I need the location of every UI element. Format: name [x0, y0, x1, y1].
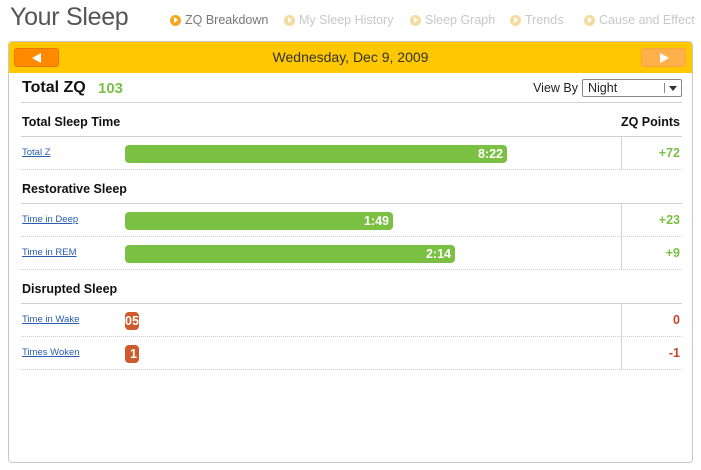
play-bullet-icon [284, 14, 295, 26]
total-z-points: +72 [658, 146, 680, 160]
metric-row-time-in-rem: Time in REM 2:14 +9 [21, 237, 682, 270]
bar-value: 1:49 [363, 214, 389, 228]
view-by-label: View By [533, 81, 578, 95]
time-in-rem-link[interactable]: Time in REM [22, 247, 77, 258]
play-bullet-icon [510, 14, 521, 26]
next-day-button[interactable] [641, 48, 686, 67]
time-in-deep-bar: 1:49 [125, 212, 393, 230]
tab-label: ZQ Breakdown [185, 13, 269, 27]
column-divider [621, 137, 622, 170]
column-divider [621, 237, 622, 270]
time-in-rem-points: +9 [665, 246, 680, 260]
section-restorative-sleep: Restorative Sleep [21, 170, 682, 204]
previous-day-button[interactable] [14, 48, 59, 67]
chevron-down-icon [669, 86, 677, 91]
view-by-value: Night [588, 81, 618, 95]
tab-label: My Sleep History [299, 13, 394, 27]
current-date: Wednesday, Dec 9, 2009 [272, 49, 429, 65]
play-bullet-icon [410, 14, 421, 26]
tab-label: Sleep Graph [425, 13, 496, 27]
arrow-right-icon [660, 53, 669, 63]
section-nav: ZQ Breakdown My Sleep History Sleep Grap… [170, 13, 695, 31]
times-woken-link[interactable]: Times Woken [22, 347, 80, 358]
column-divider [621, 304, 622, 337]
time-in-wake-bar: 05 [125, 312, 139, 330]
metric-row-time-in-deep: Time in Deep 1:49 +23 [21, 204, 682, 237]
bar-value: 8:22 [477, 147, 503, 161]
page-title: Your Sleep [10, 3, 129, 31]
time-in-deep-points: +23 [658, 213, 680, 227]
breakdown-content: Total ZQ 103 View By Night Total Sleep T… [21, 73, 682, 370]
tab-label: Trends [525, 13, 564, 27]
section-disrupted-sleep: Disrupted Sleep [21, 270, 682, 304]
view-by-select[interactable]: Night [582, 79, 682, 97]
metric-row-time-in-wake: Time in Wake 05 0 [21, 304, 682, 337]
total-zq-value: 103 [98, 80, 124, 97]
bar-value: 1 [130, 347, 137, 361]
zq-points-header: ZQ Points [620, 115, 680, 129]
metric-row-times-woken: Times Woken 1 -1 [21, 337, 682, 370]
play-bullet-icon [170, 14, 181, 26]
section-title: Disrupted Sleep [22, 282, 118, 296]
metric-row-total-z: Total Z 8:22 +72 [21, 137, 682, 170]
play-bullet-icon [584, 14, 595, 26]
tab-sleep-graph[interactable]: Sleep Graph [410, 13, 495, 27]
total-z-bar: 8:22 [125, 145, 507, 163]
section-total-sleep-time: Total Sleep Time ZQ Points [21, 103, 682, 137]
tab-my-sleep-history[interactable]: My Sleep History [284, 13, 393, 27]
total-zq-label: Total ZQ [22, 79, 86, 96]
time-in-wake-link[interactable]: Time in Wake [22, 314, 80, 325]
bar-value: 05 [125, 314, 139, 328]
bar-value: 2:14 [425, 247, 451, 261]
select-divider [664, 83, 665, 93]
tab-trends[interactable]: Trends [510, 13, 563, 27]
column-divider [621, 337, 622, 370]
time-in-deep-link[interactable]: Time in Deep [22, 214, 79, 225]
arrow-left-icon [32, 53, 41, 63]
total-zq-row: Total ZQ 103 View By Night [21, 73, 682, 103]
section-title: Total Sleep Time [22, 115, 121, 129]
column-divider [621, 204, 622, 237]
tab-zq-breakdown[interactable]: ZQ Breakdown [170, 13, 268, 27]
time-in-wake-points: 0 [673, 313, 680, 327]
times-woken-points: -1 [668, 346, 680, 360]
breakdown-panel: Wednesday, Dec 9, 2009 Total ZQ 103 View… [8, 41, 693, 463]
times-woken-bar: 1 [125, 345, 139, 363]
date-bar: Wednesday, Dec 9, 2009 [9, 42, 692, 73]
total-z-link[interactable]: Total Z [22, 147, 51, 158]
tab-label: Cause and Effect [599, 13, 695, 27]
tab-cause-and-effect[interactable]: Cause and Effect [584, 13, 695, 27]
time-in-rem-bar: 2:14 [125, 245, 455, 263]
section-title: Restorative Sleep [22, 182, 127, 196]
